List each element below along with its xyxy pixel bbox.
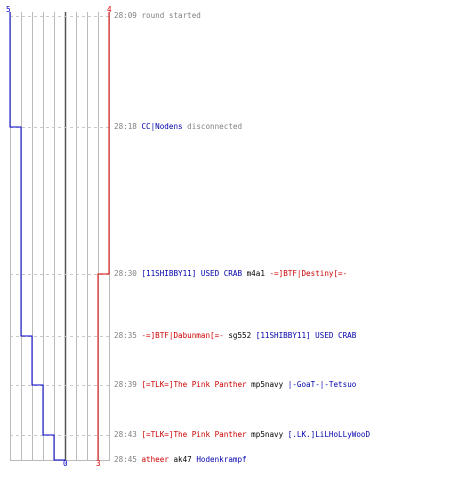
event-text: [11SHIBBY11] USED CRAB (141, 269, 243, 278)
red-team-score-line (97, 12, 110, 460)
event-row: 28:43 [=TLK=]The Pink Panther mp5navy [.… (114, 430, 370, 440)
red-end-count: 3 (96, 459, 101, 468)
event-text: -=]BTF|Destiny[=- (269, 269, 348, 278)
event-text: |-GoaT-|-Tetsuo (287, 380, 357, 389)
event-text: round started (141, 11, 201, 20)
event-text: atheer (141, 455, 169, 464)
event-time: 28:18 (114, 122, 137, 131)
event-text: [=TLK=]The Pink Panther (141, 430, 247, 439)
event-row: 28:09 round started (114, 11, 201, 21)
event-time: 28:39 (114, 380, 137, 389)
event-text: mp5navy (251, 430, 284, 439)
blue-end-count: 0 (63, 459, 68, 468)
event-time: 28:35 (114, 331, 137, 340)
event-row: 28:39 [=TLK=]The Pink Panther mp5navy |-… (114, 380, 356, 390)
event-row: 28:35 -=]BTF|Dabunman[=- sg552 [11SHIBBY… (114, 331, 356, 341)
event-text: m4a1 (246, 269, 265, 278)
event-time: 28:45 (114, 455, 137, 464)
blue-start-count: 5 (6, 5, 11, 14)
event-time: 28:30 (114, 269, 137, 278)
red-start-count: 4 (107, 5, 112, 14)
event-text: [.LK.]LiLHoLLyWooD (287, 430, 371, 439)
event-row: 28:45 atheer ak47 Hodenkrampf (114, 455, 247, 465)
event-time: 28:43 (114, 430, 137, 439)
event-text: mp5navy (251, 380, 284, 389)
event-text: [=TLK=]The Pink Panther (141, 380, 247, 389)
event-row: 28:18 CC|Nodens disconnected (114, 122, 242, 132)
event-text: CC|Nodens (141, 122, 183, 131)
event-text: Hodenkrampf (196, 455, 247, 464)
blue-team-score-line (9, 12, 65, 461)
event-text: ak47 (173, 455, 192, 464)
event-text: -=]BTF|Dabunman[=- (141, 331, 224, 340)
event-text: disconnected (187, 122, 243, 131)
event-text: [11SHIBBY11] USED CRAB (255, 331, 357, 340)
event-text: sg552 (228, 331, 252, 340)
event-row: 28:30 [11SHIBBY11] USED CRAB m4a1 -=]BTF… (114, 269, 347, 279)
event-time: 28:09 (114, 11, 137, 20)
